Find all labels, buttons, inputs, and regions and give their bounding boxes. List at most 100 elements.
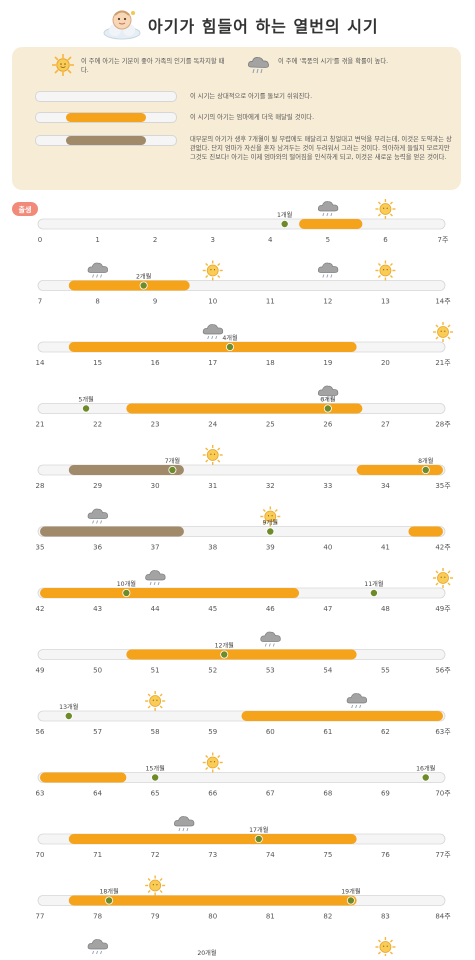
week-tick-label: 8 bbox=[95, 298, 99, 306]
sun-icon bbox=[202, 752, 223, 773]
week-tick-label: 38 bbox=[208, 544, 217, 552]
orange-period-bar bbox=[40, 588, 300, 598]
week-tick-label: 60 bbox=[266, 728, 275, 736]
storm-cloud-icon bbox=[174, 816, 195, 832]
sun-ray bbox=[389, 263, 393, 266]
orange-period-bar bbox=[241, 711, 443, 721]
sun-ray bbox=[205, 459, 209, 463]
month-label: 1개월 bbox=[277, 211, 293, 219]
sun-eye bbox=[383, 945, 385, 947]
week-tick-label: 20 bbox=[381, 359, 390, 367]
week-tick-label: 83 bbox=[381, 913, 390, 921]
cloud-shape bbox=[202, 324, 224, 335]
legend-storm-text: 이 주에 '폭풍의 시기'를 겪을 확률이 높다. bbox=[278, 58, 389, 65]
sun-ray bbox=[377, 275, 381, 278]
storm-cloud-icon bbox=[87, 508, 108, 524]
cloud-shape bbox=[145, 570, 166, 581]
week-tick-label: 59 bbox=[208, 728, 217, 736]
week-tick-label: 21 bbox=[36, 421, 45, 429]
week-tick-label: 35 bbox=[36, 544, 45, 552]
storm-cloud-icon bbox=[202, 324, 224, 340]
sun-ray bbox=[147, 705, 151, 709]
legend-bar-brown bbox=[35, 135, 177, 146]
storm-cloud-icon bbox=[260, 631, 281, 647]
sun-ray bbox=[389, 951, 393, 955]
month-marker bbox=[346, 896, 355, 905]
rain-drop bbox=[215, 335, 218, 340]
orange-period-bar bbox=[408, 526, 443, 537]
orange-period-bar bbox=[299, 219, 363, 229]
rain-drop bbox=[330, 212, 333, 217]
legend-bar-brown-fill bbox=[66, 136, 146, 145]
sun-ray bbox=[447, 336, 451, 340]
rain-drop bbox=[100, 950, 102, 955]
sun-eye bbox=[440, 576, 442, 578]
orange-period-bar bbox=[68, 895, 357, 906]
week-tick-label: 75 bbox=[323, 851, 332, 859]
rain-drop bbox=[211, 335, 214, 340]
sun-ray bbox=[377, 939, 381, 943]
month-marker bbox=[168, 465, 177, 474]
sun-icon bbox=[375, 260, 396, 281]
week-tick-label: 81 bbox=[266, 913, 275, 921]
cloud-shape bbox=[260, 631, 281, 642]
sun-icon bbox=[375, 937, 396, 956]
sun-eye bbox=[210, 761, 212, 763]
rain-drop bbox=[186, 827, 189, 832]
sun-ray bbox=[205, 755, 209, 758]
sun-eye bbox=[210, 269, 212, 271]
sun-ray bbox=[435, 582, 439, 586]
week-tick-label: 29 bbox=[93, 482, 102, 490]
brown-period-bar bbox=[68, 465, 184, 475]
sun-eye bbox=[386, 269, 388, 271]
week-tick-label: 47 bbox=[323, 605, 332, 613]
week-tick-label: 7주 bbox=[438, 236, 449, 244]
month-marker bbox=[105, 896, 114, 905]
week-tick-label: 22 bbox=[93, 421, 102, 429]
legend-bar-orange-fill bbox=[66, 113, 146, 122]
week-tick-label: 69 bbox=[381, 790, 390, 798]
cloud-shape bbox=[87, 939, 108, 950]
month-marker bbox=[280, 219, 289, 228]
sun-icon bbox=[433, 568, 453, 588]
sun-ray bbox=[262, 521, 266, 524]
rain-drop bbox=[322, 212, 325, 217]
week-tick-label: 77주 bbox=[435, 851, 451, 859]
week-tick-label: 0 bbox=[38, 236, 42, 244]
week-tick-label: 68 bbox=[323, 790, 332, 798]
sun-icon bbox=[52, 54, 74, 76]
sun-ray bbox=[217, 767, 221, 770]
week-tick-label: 58 bbox=[151, 728, 160, 736]
week-tick-label: 73 bbox=[208, 851, 217, 859]
week-tick-label: 11 bbox=[266, 298, 275, 306]
sun-eye bbox=[440, 330, 442, 332]
week-tick-label: 62 bbox=[381, 728, 390, 736]
storm-cloud-icon bbox=[145, 570, 166, 586]
month-label: 17개월 bbox=[249, 826, 269, 834]
timeline-track bbox=[37, 218, 446, 230]
sun-ray bbox=[217, 447, 221, 451]
week-tick-label: 49 bbox=[36, 667, 45, 675]
rain-drop bbox=[359, 704, 362, 709]
sun-eye bbox=[156, 884, 158, 886]
rain-drop bbox=[355, 704, 358, 709]
orange-period-bar bbox=[68, 834, 357, 844]
sun-eye bbox=[156, 699, 158, 701]
sun-eye bbox=[267, 515, 270, 517]
sun-eye bbox=[383, 207, 385, 209]
week-tick-label: 24 bbox=[208, 421, 217, 429]
sun-eye bbox=[210, 453, 212, 455]
birth-label: 출생 bbox=[19, 205, 32, 214]
sun-ray bbox=[147, 890, 151, 893]
week-tick-label: 84주 bbox=[435, 913, 451, 921]
week-tick-label: 9 bbox=[153, 298, 157, 306]
sun-ray bbox=[159, 693, 163, 697]
month-label: 7개월 bbox=[165, 457, 181, 465]
sun-ray bbox=[389, 939, 393, 943]
rain-drop bbox=[92, 950, 94, 955]
week-tick-label: 27 bbox=[381, 421, 390, 429]
sun-ray bbox=[435, 570, 439, 574]
month-marker bbox=[64, 712, 73, 721]
sun-eye bbox=[444, 330, 446, 332]
week-tick-label: 64 bbox=[93, 790, 102, 798]
